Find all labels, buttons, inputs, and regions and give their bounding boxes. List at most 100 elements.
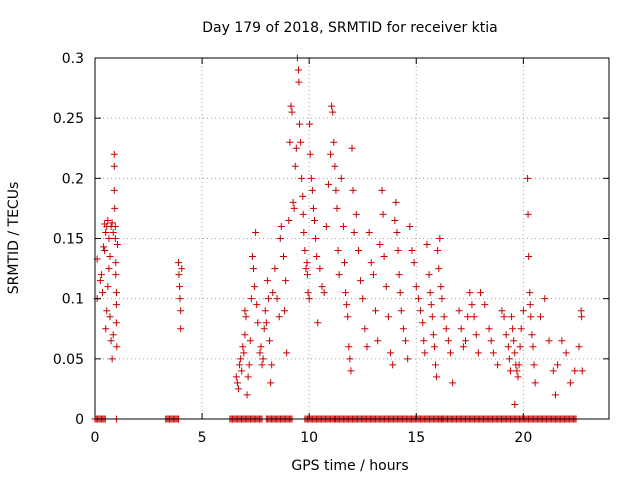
data-point	[531, 379, 539, 387]
data-point	[332, 186, 340, 194]
data-point	[277, 222, 285, 230]
data-point	[395, 271, 403, 279]
data-point	[345, 343, 353, 351]
data-point	[234, 385, 242, 393]
data-point	[233, 379, 241, 387]
data-point	[176, 283, 184, 291]
data-point	[102, 228, 110, 236]
data-point	[299, 210, 307, 218]
data-point	[494, 361, 502, 369]
data-point	[438, 295, 446, 303]
data-point	[241, 331, 249, 339]
data-point	[109, 331, 117, 339]
data-point	[524, 174, 532, 182]
data-point	[514, 373, 522, 381]
data-point	[290, 204, 298, 212]
data-point	[393, 228, 401, 236]
data-point	[352, 210, 360, 218]
data-point	[268, 361, 276, 369]
data-point	[253, 301, 261, 309]
data-point	[102, 325, 110, 333]
chart-title: Day 179 of 2018, SRMTID for receiver kti…	[202, 20, 497, 36]
data-point	[436, 235, 444, 242]
data-point	[367, 259, 375, 267]
y-tick-label: 0	[75, 412, 84, 428]
data-point	[397, 307, 405, 315]
y-tick-label: 0.25	[53, 111, 84, 127]
data-point	[252, 228, 260, 236]
data-point	[109, 228, 117, 236]
data-point	[111, 222, 119, 230]
data-point	[279, 253, 287, 261]
data-point	[513, 367, 521, 375]
data-point	[442, 325, 450, 333]
data-point	[578, 313, 586, 321]
data-point	[428, 313, 436, 321]
data-point	[528, 331, 536, 339]
data-point	[331, 162, 339, 170]
data-point	[254, 319, 262, 327]
data-point	[291, 162, 299, 170]
data-point	[105, 265, 113, 273]
data-point	[571, 367, 579, 375]
data-point	[392, 198, 400, 206]
data-point	[103, 307, 111, 315]
data-point	[299, 192, 307, 200]
data-point	[527, 313, 535, 321]
x-tick-label: 15	[407, 430, 425, 446]
data-point	[554, 361, 562, 369]
y-tick-label: 0.3	[62, 51, 84, 67]
data-point	[261, 307, 269, 315]
data-point	[320, 289, 328, 297]
data-point	[324, 180, 332, 188]
data-point	[549, 367, 557, 375]
data-point	[391, 216, 399, 224]
axes: 0 5 10 15 20 0 0.05 0.1 0.15 0.2 0.25 0.3	[53, 51, 609, 446]
data-point	[509, 325, 517, 333]
data-point	[449, 379, 457, 387]
data-point	[384, 313, 392, 321]
data-point	[516, 343, 524, 351]
data-point	[379, 210, 387, 218]
data-point	[177, 325, 185, 333]
data-point	[292, 144, 300, 152]
data-point	[372, 307, 380, 315]
data-point	[104, 283, 112, 291]
data-point	[98, 289, 106, 297]
x-axis-label: GPS time / hours	[291, 458, 408, 474]
data-point	[545, 337, 553, 345]
data-point	[365, 228, 373, 236]
data-point	[515, 361, 523, 369]
data-point	[106, 313, 114, 321]
data-point	[511, 401, 519, 409]
data-point	[506, 367, 514, 375]
data-point	[314, 319, 322, 327]
data-point	[101, 247, 109, 255]
data-point	[420, 337, 428, 345]
data-point	[558, 337, 566, 345]
data-point	[349, 186, 357, 194]
data-point	[472, 331, 480, 339]
data-point	[267, 379, 275, 387]
data-point	[337, 174, 345, 182]
data-point	[423, 241, 431, 249]
data-point	[322, 222, 330, 230]
data-point	[287, 102, 295, 110]
data-point	[97, 271, 105, 279]
data-point	[426, 289, 434, 297]
data-point	[106, 253, 114, 261]
x-tick-label: 5	[198, 430, 207, 446]
data-point	[313, 253, 321, 261]
data-point	[251, 283, 259, 291]
data-point	[256, 349, 264, 357]
data-point	[354, 247, 362, 255]
data-point	[296, 120, 304, 128]
data-point	[246, 337, 254, 345]
data-point	[330, 138, 338, 146]
y-tick-label: 0.15	[53, 232, 84, 248]
data-point	[259, 355, 267, 363]
data-point	[361, 325, 369, 333]
y-axis-label: SRMTID / TECUs	[6, 182, 22, 295]
data-point	[577, 307, 585, 315]
